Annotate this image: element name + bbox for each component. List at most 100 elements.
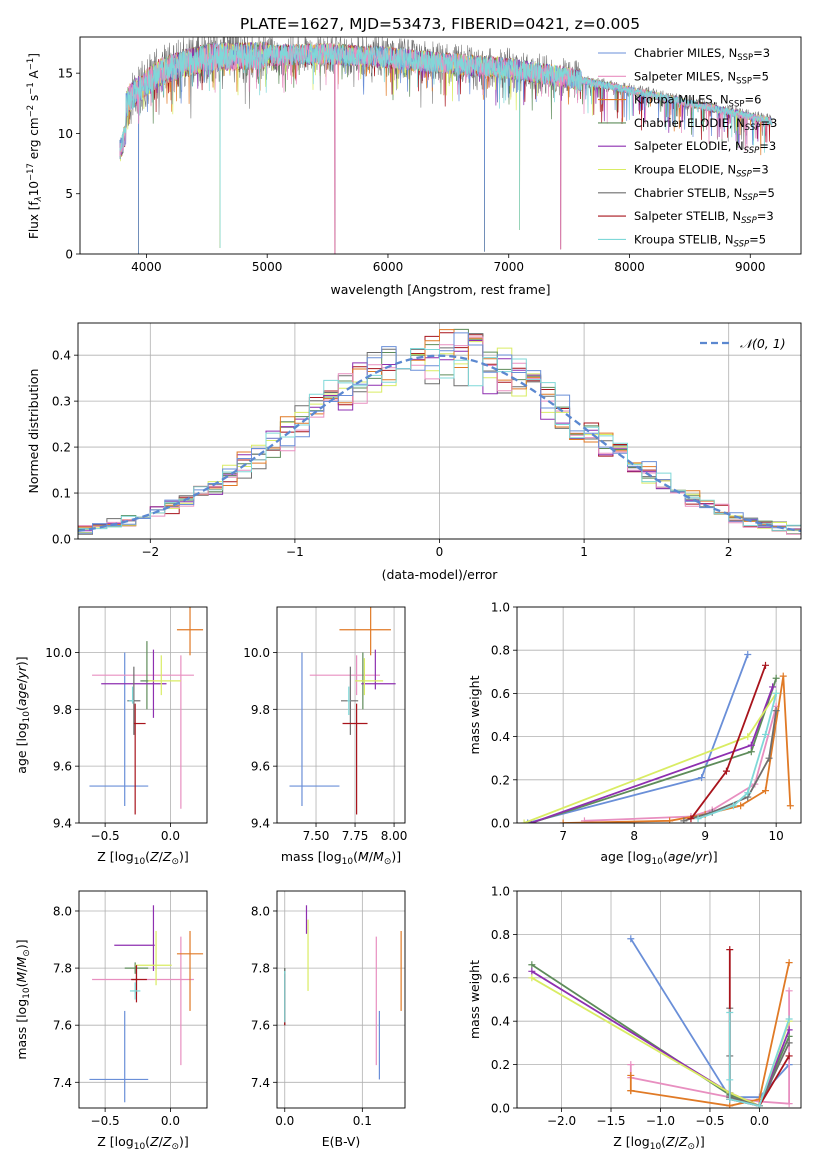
x-tick-label: 1 [580, 545, 588, 559]
x-tick-label: 0 [436, 545, 444, 559]
x-tick-label: 0.0 [161, 829, 180, 843]
x-tick-label: 7000 [493, 260, 524, 274]
weight-marker [737, 802, 745, 810]
weight-marker [779, 672, 787, 680]
axes-age-vs-mass: 7.50 7.75 8.00 9.4 9.6 9.8 10.0 mass [log10(M/M… [243, 606, 408, 867]
weight-marker [785, 959, 793, 967]
weight-marker [726, 1009, 734, 1017]
weight-marker [769, 683, 777, 691]
axes-frame [516, 606, 802, 824]
weight-marker [755, 1102, 763, 1108]
legend-entry: Chabrier ELODIE, NSSP=3 [634, 116, 777, 133]
weight-marker [772, 674, 780, 682]
legend-entry: Chabrier MILES, NSSP=3 [634, 46, 770, 63]
histogram-step-9 [78, 348, 801, 531]
x-tick-label: 6000 [373, 260, 404, 274]
y-axis-label: mass weight [467, 960, 482, 1039]
x-tick-label: 9 [701, 829, 709, 843]
y-tick-label: 0.8 [491, 644, 510, 658]
plot-area-weight-vs-age [520, 651, 794, 823]
x-tick-label: −1.5 [596, 1114, 625, 1128]
errorbar-point [89, 1010, 149, 1103]
y-tick-label: 0.4 [491, 1015, 510, 1029]
y-tick-label: 0.1 [52, 487, 71, 501]
weight-marker [627, 935, 635, 943]
weight-series-line [527, 654, 749, 823]
weight-marker [520, 819, 528, 823]
weight-marker [744, 733, 752, 741]
y-tick-label: 0.6 [491, 971, 510, 985]
spectrum-line-1 [119, 37, 773, 254]
x-axis-label: Z [log10(Z/Z⊙)] [613, 1134, 705, 1152]
errorbar-point [135, 930, 172, 986]
plot-area-spectrum [119, 37, 773, 254]
x-tick-label: 0.1 [353, 1114, 372, 1128]
plot-area-mass-vs-Z [89, 905, 204, 1103]
y-tick-label: 0.0 [491, 1102, 510, 1116]
y-tick-label: 0.4 [491, 730, 510, 744]
weight-marker [772, 707, 780, 715]
errorbar-point [309, 655, 381, 696]
y-axis-label: Flux [fλ10−17 erg cm−2 s−1 A−1] [26, 53, 44, 239]
weight-marker [726, 1102, 734, 1108]
y-tick-label: 0.8 [491, 928, 510, 942]
x-tick-label: 4000 [131, 260, 162, 274]
x-tick-label: −2.0 [547, 1114, 576, 1128]
errorbar-point [128, 686, 134, 704]
y-axis-label: age [log10(age/yr)] [14, 656, 32, 773]
x-axis-label: E(B-V) [322, 1134, 361, 1149]
gaussian-reference-curve [78, 354, 801, 533]
y-tick-label: 0.0 [52, 533, 71, 547]
weight-marker [762, 730, 769, 738]
x-tick-label: −0.5 [91, 1114, 120, 1128]
errorbar-point [133, 703, 146, 815]
axes-frame [276, 890, 406, 1109]
y-tick-label: 8.0 [251, 904, 270, 918]
y-tick-label: 7.6 [53, 1019, 72, 1033]
errorbar-point [131, 965, 147, 1003]
weight-marker [785, 1015, 793, 1023]
y-tick-label: 1.0 [491, 885, 510, 899]
y-tick-label: 0.4 [52, 349, 71, 363]
y-tick-label: 7.6 [251, 1019, 270, 1033]
weight-marker [627, 1071, 635, 1079]
weight-marker [726, 1095, 734, 1103]
x-tick-label: −1.0 [646, 1114, 675, 1128]
weight-marker [580, 817, 588, 823]
y-tick-label: 8.0 [53, 904, 72, 918]
weight-series-line [531, 964, 790, 1107]
weight-marker [528, 961, 536, 969]
weight-marker [730, 802, 738, 810]
y-tick-label: 0.6 [491, 687, 510, 701]
y-tick-label: 9.4 [251, 817, 270, 831]
weight-marker [747, 748, 755, 756]
y-tick-label: 7.8 [251, 962, 270, 976]
errorbar-point [361, 649, 396, 690]
y-tick-label: 0 [65, 248, 73, 262]
weight-marker [528, 967, 536, 975]
weight-marker [744, 651, 752, 659]
axes-mass-vs-Z: −0.5 0.0 7.4 7.6 7.8 8.0 Z [log10(Z/Z⊙)] mass [… [14, 890, 208, 1152]
weight-marker [698, 774, 706, 782]
axes-residuals: −2 −1 0 1 2 0.0 0.1 0.2 0.3 0.4 𝒩(0, 1) (data-model… [26, 322, 802, 582]
plot-area-age-vs-Z [89, 607, 204, 815]
weight-marker [772, 689, 780, 697]
weight-marker [627, 1061, 635, 1069]
spectrum-legend: Chabrier MILES, NSSP=3 Salpeter MILES, NS… [598, 46, 777, 249]
x-tick-label: 8.00 [381, 829, 408, 843]
y-tick-label: 9.8 [53, 703, 72, 717]
x-tick-label: 7.50 [303, 829, 330, 843]
y-tick-label: 9.6 [53, 760, 72, 774]
errorbar-point [114, 905, 155, 971]
legend-entry: Salpeter STELIB, NSSP=3 [634, 209, 774, 226]
axes-frame [78, 890, 208, 1109]
weight-marker [765, 754, 773, 762]
weight-series-line [523, 692, 777, 823]
weight-marker [744, 789, 752, 797]
weight-marker [785, 1100, 793, 1108]
errorbar-point [176, 607, 204, 656]
y-tick-label: 10 [58, 127, 73, 141]
x-tick-label: −1 [286, 545, 304, 559]
x-tick-label: 0.0 [161, 1114, 180, 1128]
